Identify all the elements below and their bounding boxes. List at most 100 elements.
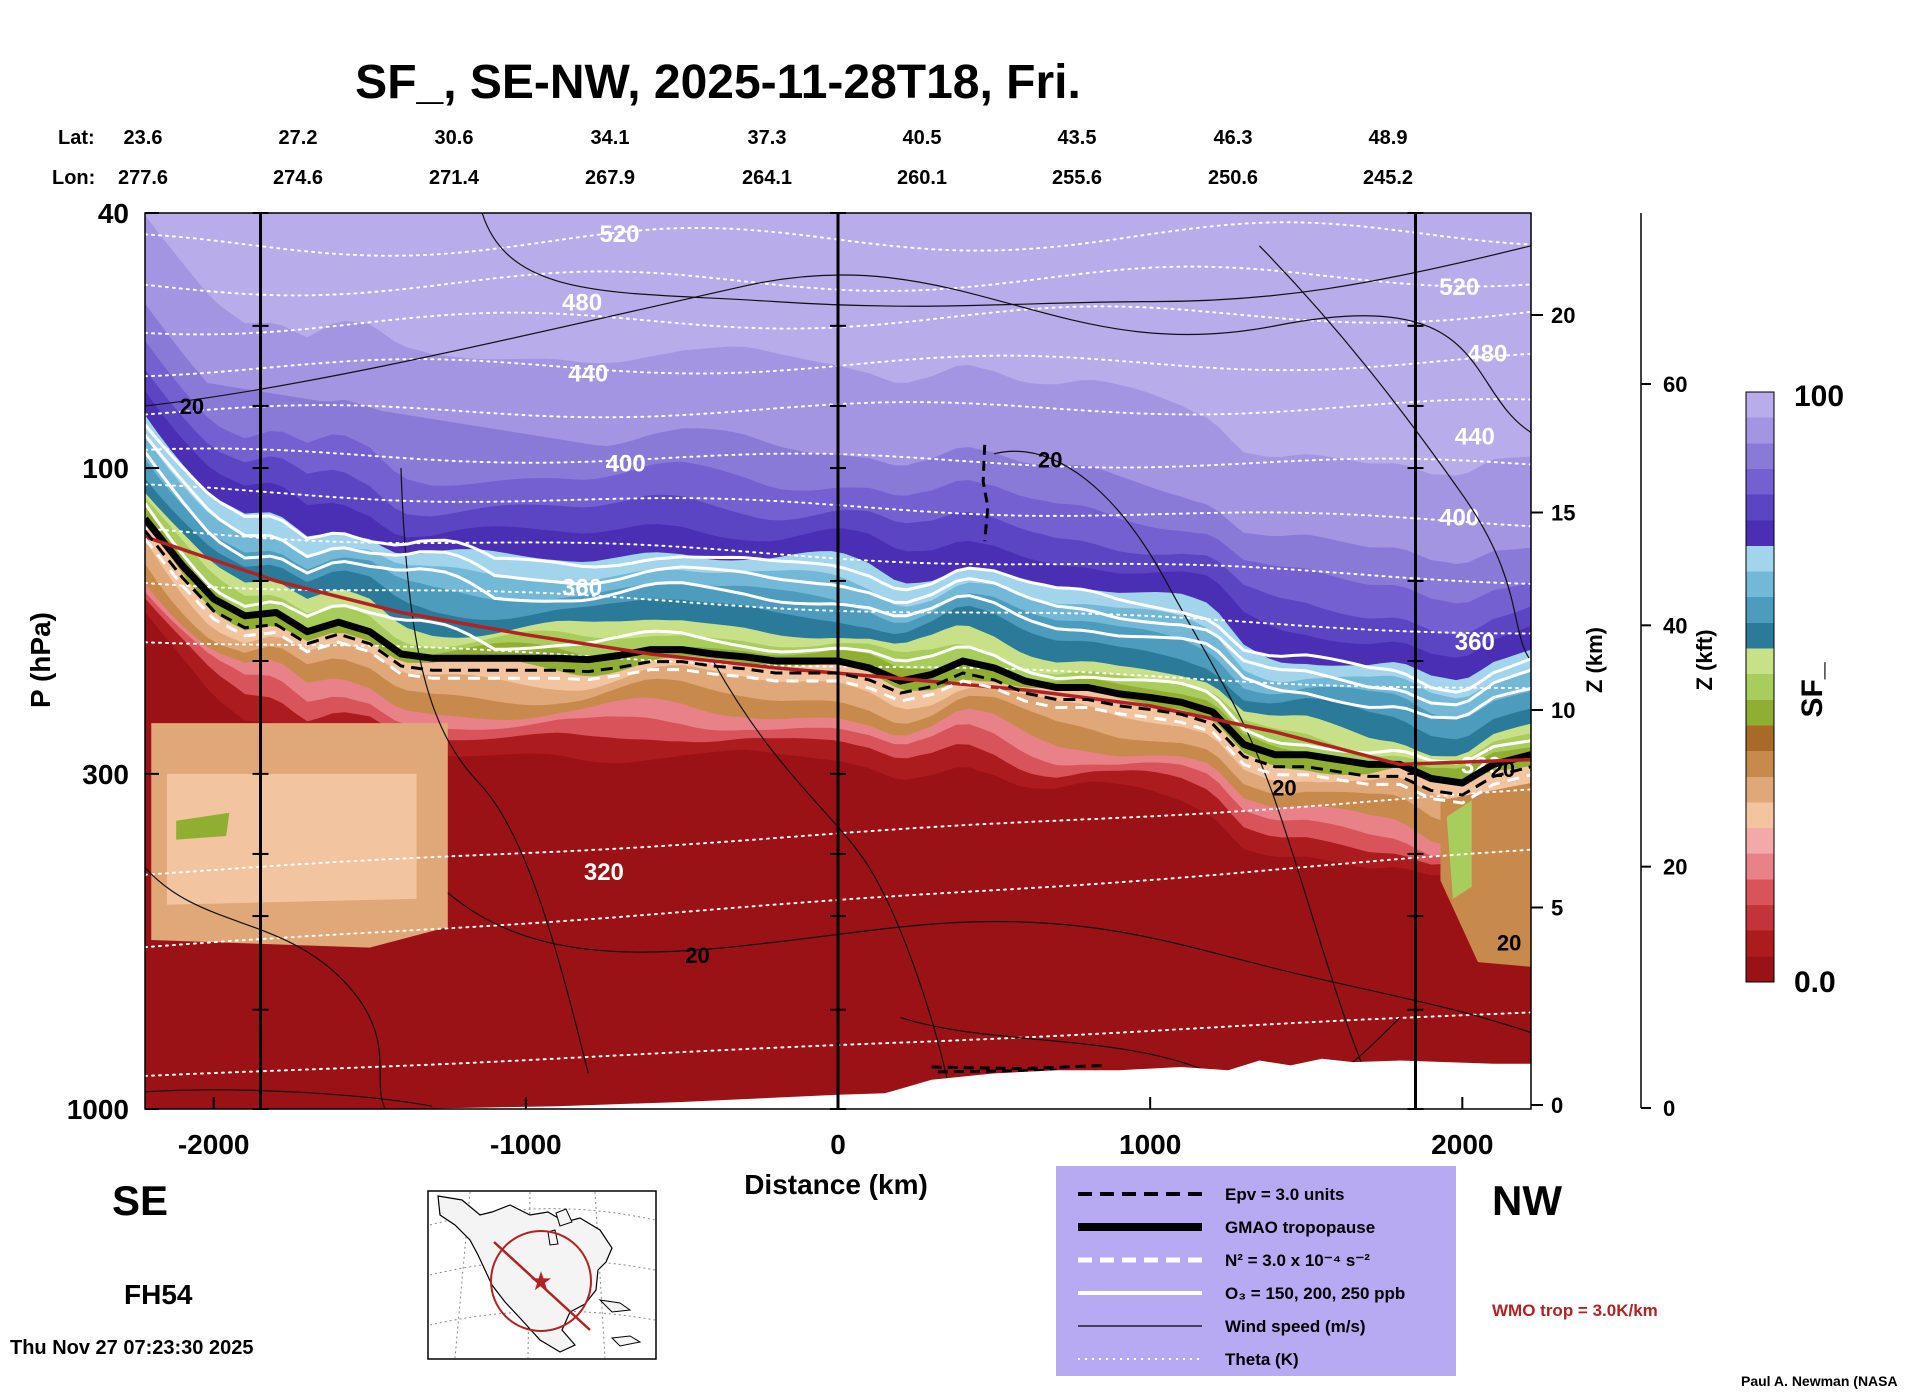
lat-value: 46.3 [1214, 127, 1253, 149]
z-kft-tick-label: 20 [1663, 855, 1687, 880]
legend: Epv = 3.0 units GMAO tropopause N² = 3.0 x… [1056, 1166, 1456, 1376]
legend-label: O₃ = 150, 200, 250 ppb [1225, 1284, 1405, 1303]
lat-value: 43.5 [1058, 127, 1097, 149]
x-tick-label: 1000 [1119, 1129, 1181, 1160]
theta-line [145, 221, 1531, 257]
forecast-hour: FH54 [124, 1279, 193, 1310]
z-km-tick-label: 0 [1551, 1093, 1563, 1118]
z-kft-tick-label: 60 [1663, 372, 1687, 397]
lat-label: Lat: [58, 127, 95, 149]
lon-value: 250.6 [1208, 167, 1258, 189]
lat-value: 27.2 [279, 127, 318, 149]
wind-contour [145, 1089, 433, 1107]
theta-label: 480 [562, 290, 602, 317]
y-tick-label: 40 [98, 198, 129, 229]
direction-se: SE [112, 1177, 168, 1224]
lon-value: 274.6 [273, 167, 323, 189]
z-km-tick-label: 20 [1551, 303, 1575, 328]
credit: Paul A. Newman (NASA [1741, 1373, 1898, 1389]
wind-label: 20 [1038, 448, 1062, 473]
z-kft-tick-label: 0 [1663, 1096, 1675, 1121]
wind-contour [145, 274, 1531, 433]
wind-contour [145, 867, 386, 1109]
wind-contour [993, 450, 1370, 1080]
wind-contour [1258, 245, 1531, 662]
sf-pocket-nw-green [1446, 800, 1472, 899]
y-axis: 40 100 300 1000 [67, 198, 159, 1125]
direction-nw: NW [1492, 1177, 1562, 1224]
epv-fold [981, 444, 990, 542]
x-tick-label: 2000 [1431, 1129, 1493, 1160]
y-tick-label: 300 [82, 759, 129, 790]
legend-label: Wind speed (m/s) [1225, 1317, 1366, 1336]
theta-label: 400 [1439, 504, 1479, 531]
inset-range-circle [490, 1230, 592, 1332]
z-km-tick-label: 15 [1551, 501, 1575, 526]
theta-label: 320 [584, 859, 624, 886]
timestamp: Thu Nov 27 07:23:30 2025 [10, 1337, 253, 1359]
x-axis-label: Distance (km) [744, 1169, 928, 1200]
z-kft-label: Z (kft) [1692, 629, 1717, 690]
y-axis-label: P (hPa) [25, 612, 56, 708]
sf-pocket-se-inner [166, 773, 417, 905]
y-tick-label: 1000 [67, 1094, 129, 1125]
lon-value: 245.2 [1363, 167, 1413, 189]
wmo-trop-label: WMO trop = 3.0K/km [1492, 1301, 1658, 1320]
sf-pocket-green [176, 812, 230, 840]
z-km-tick-label: 5 [1551, 896, 1563, 921]
x-axis: -2000 -1000 0 1000 2000 [178, 1097, 1493, 1160]
lat-value: 34.1 [591, 127, 630, 149]
wind-label: 20 [685, 943, 709, 968]
legend-label: GMAO tropopause [1225, 1218, 1375, 1237]
y-tick-label: 100 [82, 453, 129, 484]
lon-value: 277.6 [118, 167, 168, 189]
legend-label: Epv = 3.0 units [1225, 1185, 1345, 1204]
lat-value: 37.3 [748, 127, 787, 149]
colorbar-label: SF_ [1796, 662, 1829, 717]
inset-islands [547, 1208, 642, 1347]
theta-label: 520 [599, 221, 639, 248]
inset-map: ★ [427, 1190, 657, 1360]
colorbar-max: 100 [1794, 380, 1844, 413]
legend-items: Epv = 3.0 units GMAO tropopause N² = 3.0 x… [1078, 1185, 1405, 1369]
lon-value: 255.6 [1052, 167, 1102, 189]
epv-low [931, 1063, 1104, 1074]
inset-section-line [493, 1241, 591, 1331]
theta-label: 400 [606, 450, 646, 477]
x-tick-label: -1000 [490, 1129, 562, 1160]
z-kft-axis: 0 20 40 60 [1640, 213, 1687, 1121]
lat-value: 48.9 [1369, 127, 1408, 149]
lon-label: Lon: [52, 167, 95, 189]
theta-label: 520 [1439, 274, 1479, 301]
wind-contour [481, 213, 1531, 307]
legend-label: N² = 3.0 x 10⁻⁴ s⁻² [1225, 1251, 1370, 1270]
x-tick-label: 0 [830, 1129, 846, 1160]
wind-label: 20 [1497, 931, 1521, 956]
wind-label: 20 [180, 394, 204, 419]
z-km-label: Z (km) [1582, 627, 1607, 693]
lon-value: 271.4 [429, 167, 480, 189]
z-km-tick-label: 10 [1551, 698, 1575, 723]
chart-title: SF_, SE-NW, 2025-11-28T18, Fri. [355, 56, 1081, 109]
lon-value: 267.9 [585, 167, 635, 189]
lat-value: 40.5 [903, 127, 942, 149]
legend-box [1056, 1166, 1456, 1376]
lon-value: 260.1 [897, 167, 947, 189]
z-km-axis: 0 5 10 15 20 [1531, 303, 1575, 1118]
legend-label: Theta (K) [1225, 1350, 1299, 1369]
lat-value: 23.6 [124, 127, 163, 149]
colorbar [1745, 391, 1775, 983]
wind-label: 20 [1272, 775, 1296, 800]
colorbar-min: 0.0 [1794, 966, 1836, 999]
z-kft-tick-label: 40 [1663, 613, 1687, 638]
lat-lon-row: 23.6 277.6 27.2 274.6 30.6 271.4 34.1 267.9 37.3… [118, 127, 1413, 189]
section-markers [252, 212, 1424, 1110]
theta-label: 360 [1455, 629, 1495, 656]
x-tick-label: -2000 [178, 1129, 250, 1160]
terrain [145, 1058, 1531, 1109]
wind-contour [712, 660, 948, 1080]
inset-center-star-icon: ★ [529, 1266, 552, 1296]
lon-value: 264.1 [742, 167, 792, 189]
theta-label: 360 [562, 574, 602, 601]
